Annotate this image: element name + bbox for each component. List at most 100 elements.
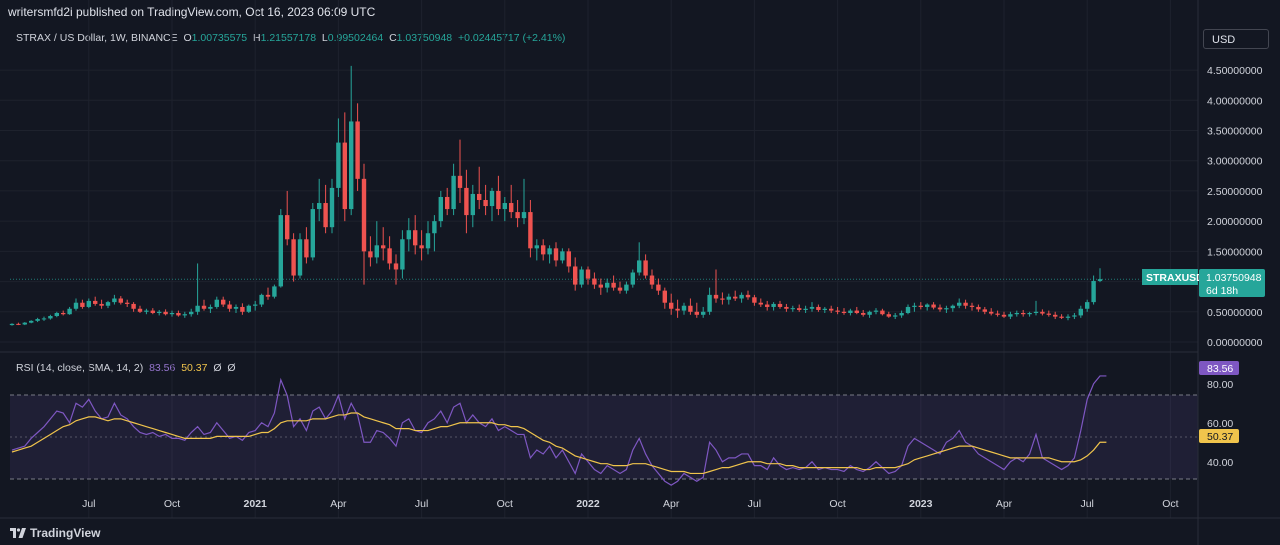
candle-body [681,305,687,311]
candle-body [553,248,559,261]
candle-body [758,302,763,305]
candle-body [118,298,123,303]
time-axis[interactable]: Jul Oct 2021 Apr Jul Oct 2022 Apr Jul Oct 2023 Apr J… [82,498,1179,510]
candle-body [445,196,450,210]
candle-body [816,306,821,310]
candle-body [841,311,847,313]
candle-body [355,121,360,179]
price-tick-label: 1.50000000 [1207,246,1263,258]
candle-body [80,302,85,307]
candle-body [1097,279,1103,281]
candle-body [1065,316,1071,318]
candle-body [278,215,283,287]
candle-body [22,322,27,325]
time-tick-label: Oct [497,498,513,510]
candle-body [643,260,648,276]
hide-icon[interactable]: Ø [213,362,222,374]
open-value: 1.00735575 [191,32,248,44]
tradingview-brand: TradingView [30,526,101,540]
price-tick-label: 0.50000000 [1207,307,1263,319]
candle-body [368,251,373,258]
candle-body [720,298,725,300]
candle-body [521,212,527,219]
candle-body [1059,316,1064,318]
candle-body [99,303,104,306]
candle-body [29,320,34,323]
rsi-tick-label: 40.00 [1207,457,1233,469]
candle-body [496,190,501,210]
candle-body [361,178,367,252]
high-value: 1.21557178 [260,32,317,44]
price-tag-bg [1199,269,1265,297]
candle-body [381,245,386,249]
candle-body [873,310,879,312]
candle-body [457,175,463,188]
candle-body [1001,314,1007,317]
candle-body [464,187,469,216]
rsi-legend: RSI (14, close, SMA, 14, 2) 83.56 50.37 … [16,362,236,374]
candle-body [541,245,546,255]
rsi-sma-value: 50.37 [181,362,208,374]
candle-body [656,284,661,291]
candle-body [432,221,437,234]
candle-body [176,312,181,316]
currency-button[interactable]: USD [1203,29,1269,49]
candle-body [105,302,111,306]
candle-body [48,316,53,319]
candle-body [630,272,635,285]
candle-body [16,323,21,325]
rsi-axis[interactable]: 80.00 60.00 40.00 [1207,379,1233,469]
candle-body [1014,312,1019,315]
rsi-tick-label: 60.00 [1207,418,1233,430]
candle-body [579,269,584,285]
hide-icon[interactable]: Ø [227,362,236,374]
candle-body [1091,280,1096,303]
candle-body [272,286,277,297]
sma-tag-value: 50.37 [1207,431,1233,443]
candle-body [419,245,424,249]
candle-body [259,294,264,305]
candle-body [912,305,917,307]
candle-body [221,299,226,305]
candle-body [797,308,802,310]
candle-body [669,302,674,309]
price-tick-label: 2.00000000 [1207,216,1263,228]
candle-body [624,284,629,291]
candle-body [777,303,783,307]
candle-body [470,193,475,216]
candle-body [867,311,872,315]
candle-body [1033,311,1039,313]
candle-body [765,304,770,307]
price-tick-label: 3.50000000 [1207,126,1263,138]
publisher-line: writersmfd2i published on TradingView.co… [8,5,376,19]
candle-body [880,310,885,315]
candle-body [861,312,866,315]
price-axis[interactable]: 4.50000000 4.00000000 3.50000000 3.00000000… [1207,65,1263,349]
time-tick-label: Jul [748,498,761,510]
time-tick-label: Oct [829,498,845,510]
tradingview-logo[interactable]: TradingView [10,526,100,540]
candle-body [784,306,789,309]
candle-body [925,304,930,307]
symbol-name[interactable]: STRAX / US Dollar, 1W, BINANCE [16,32,178,44]
candle-body [592,278,597,285]
candle-body [9,323,15,326]
candle-body [1053,314,1058,317]
candle-body [336,142,341,188]
price-tag-symbol: STRAXUSD [1146,272,1204,284]
candle-body [605,282,610,288]
time-tick-label: 2021 [244,498,268,510]
candle-body [707,294,712,312]
rsi-indicator-name[interactable]: RSI (14, close, SMA, 14, 2) [16,362,144,374]
candle-body [534,245,539,249]
candle-body [451,175,456,210]
candle-body [35,319,40,321]
candle-body [502,203,507,210]
candle-body [637,260,642,273]
candle-body [317,203,322,210]
candle-body [617,287,623,291]
candle-body [137,308,143,312]
candle-body [995,313,1000,315]
candle-body [438,196,443,222]
